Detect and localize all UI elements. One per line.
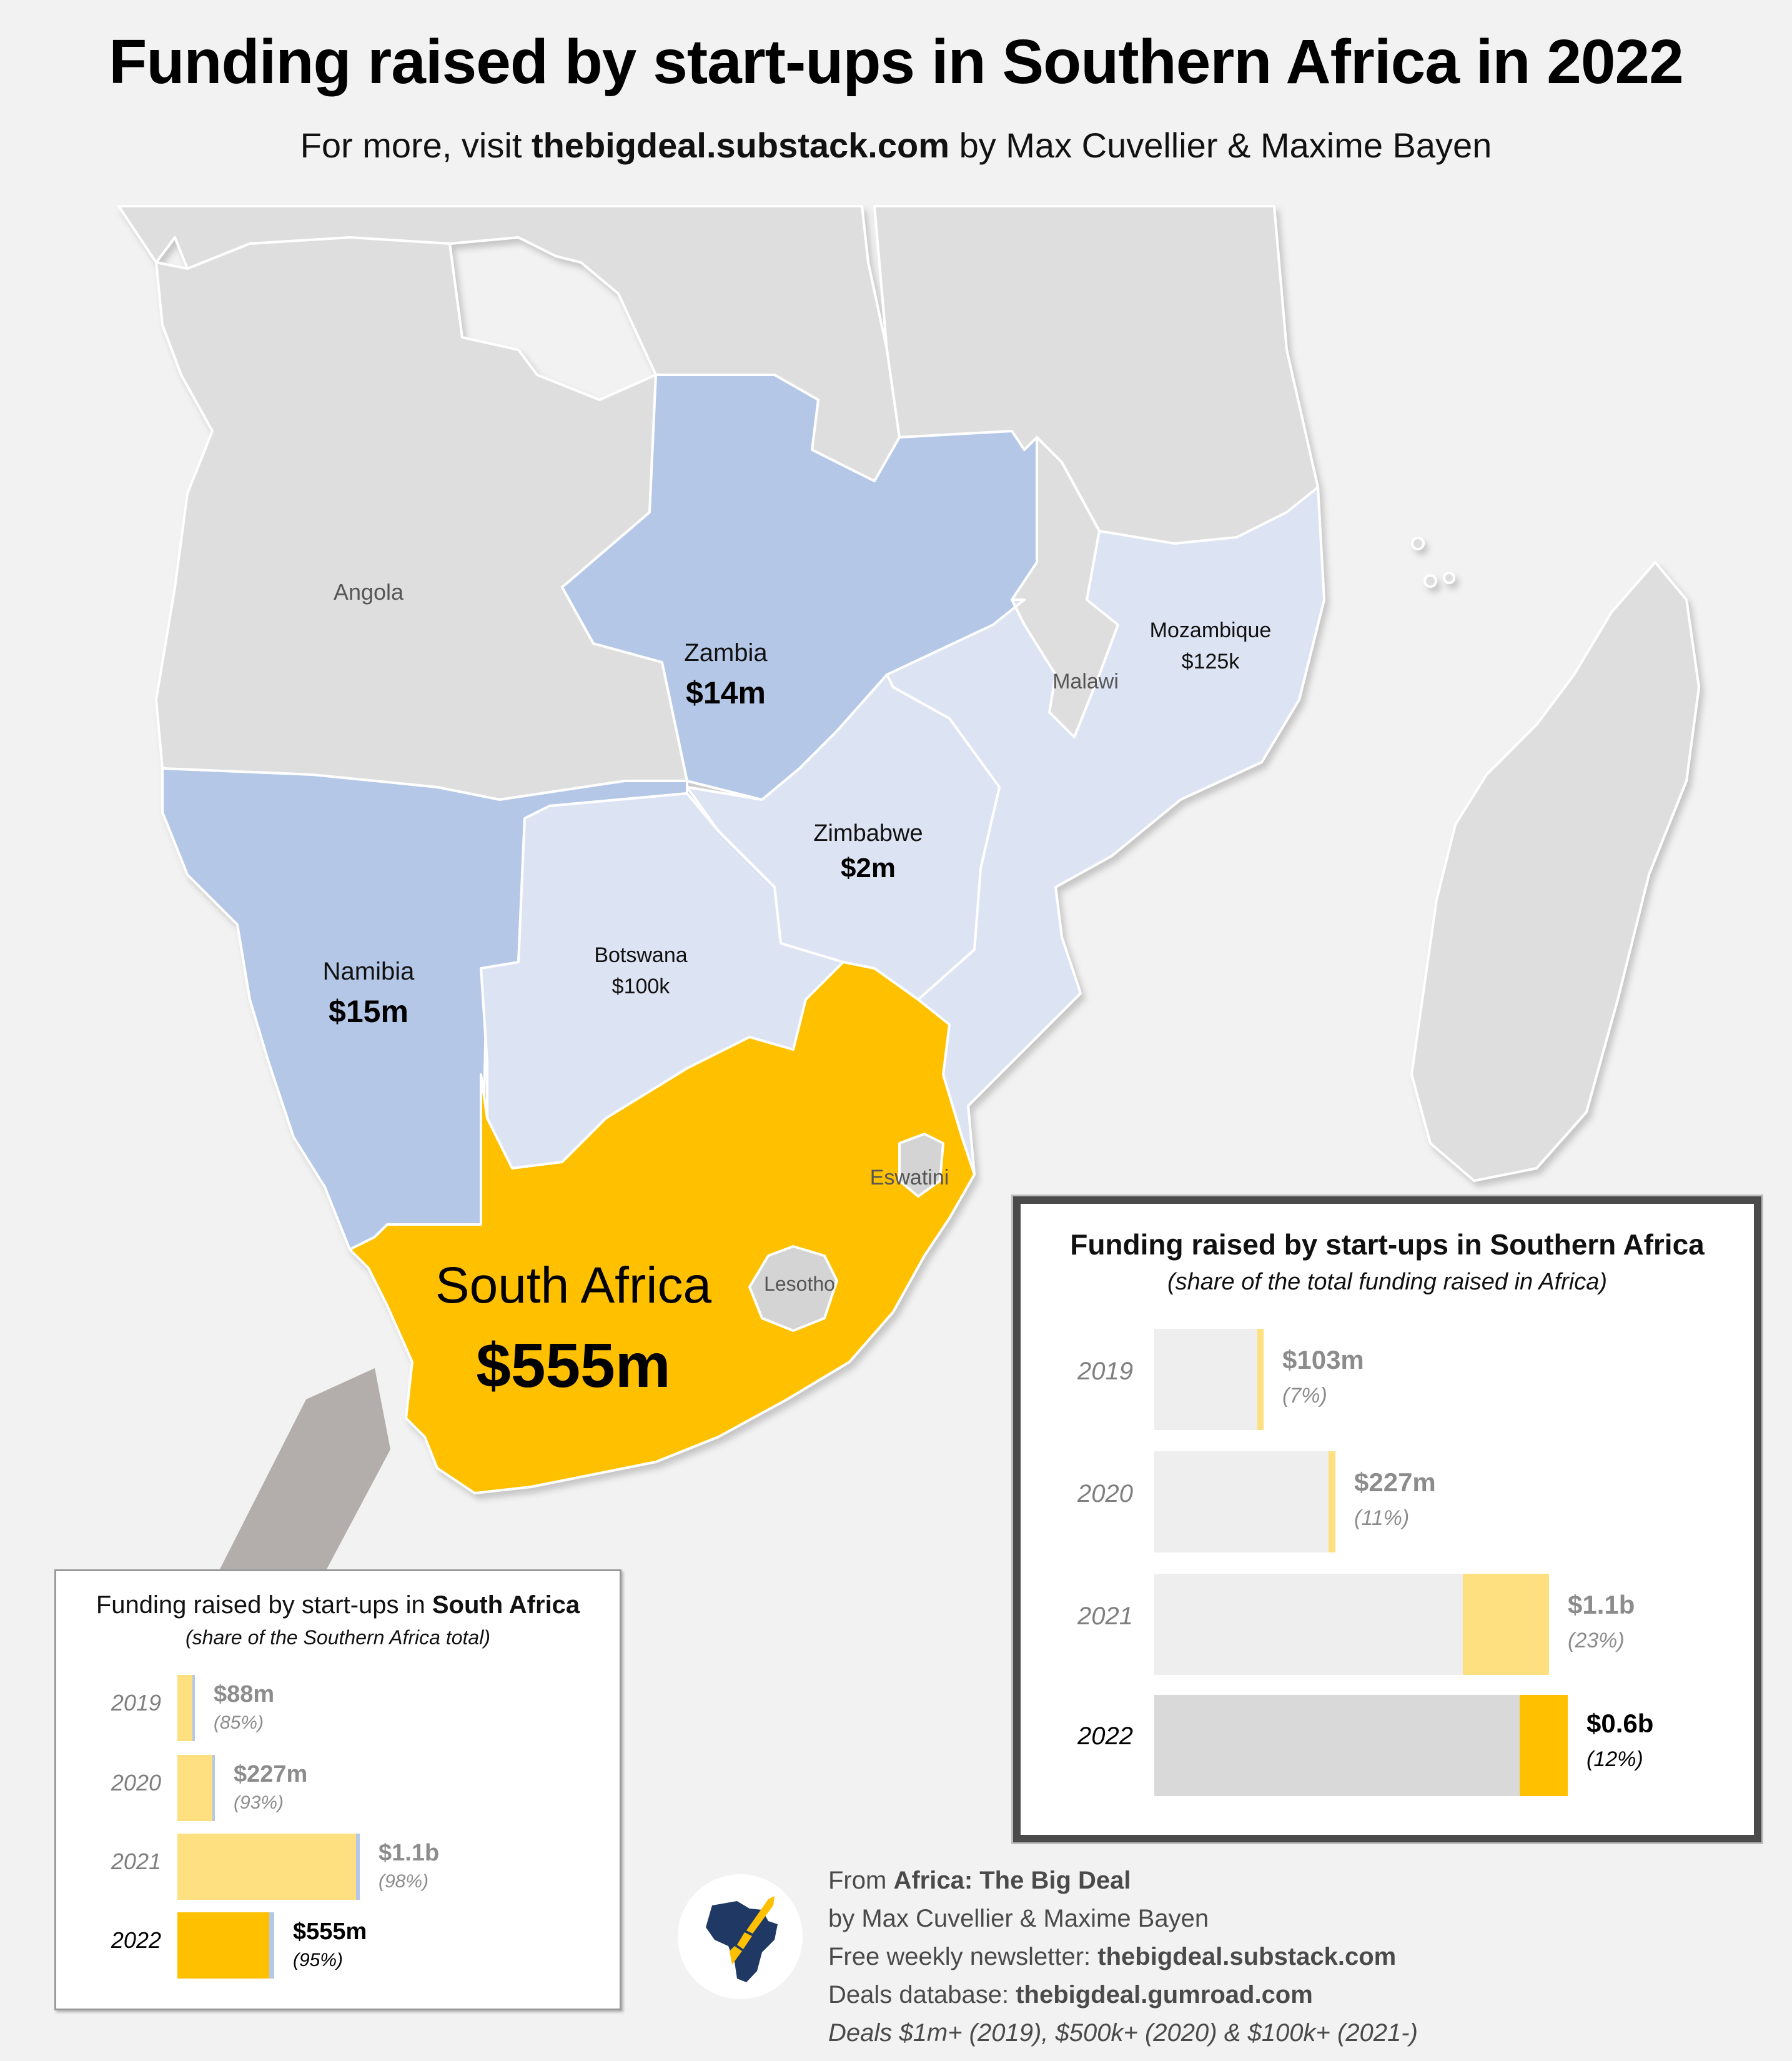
label-eswatini: Eswatini xyxy=(870,1166,949,1189)
logo-rocket-flame xyxy=(730,1946,742,1965)
credits-line-source: From Africa: The Big Deal xyxy=(828,1862,1418,1900)
row-value: $1.1b xyxy=(379,1840,440,1866)
row-value: $555m xyxy=(293,1919,367,1945)
row-share: (23%) xyxy=(1568,1629,1625,1652)
credits-database-link[interactable]: thebigdeal.gumroad.com xyxy=(1016,1981,1313,2009)
credits-threshold-note: Deals $1m+ (2019), $500k+ (2020) & $100k… xyxy=(828,2019,1418,2047)
value-namibia: $15m xyxy=(329,994,408,1029)
value-zimbabwe: $2m xyxy=(841,853,896,883)
southern-africa-map: Angola Zambia $14m Mozambique $125k Mala… xyxy=(117,205,1700,1596)
row-bar-background xyxy=(1154,1329,1264,1430)
row-bar-share xyxy=(177,1675,192,1741)
row-year: 2020 xyxy=(1077,1480,1133,1507)
subtitle-site: thebigdeal.substack.com xyxy=(531,126,950,165)
credits-line-newsletter: Free weekly newsletter: thebigdeal.subst… xyxy=(828,1938,1418,1976)
row-value: $88m xyxy=(214,1681,275,1707)
credits-authors: by Max Cuvellier & Maxime Bayen xyxy=(828,1905,1209,1932)
credits-newsletter-link[interactable]: thebigdeal.substack.com xyxy=(1097,1943,1397,1970)
southern-africa-funding-panel: Funding raised by start-ups in Southern … xyxy=(1013,1196,1761,1842)
row-bar-rest xyxy=(269,1912,274,1979)
value-zambia: $14m xyxy=(686,675,766,710)
country-angola xyxy=(155,236,688,801)
row-bar-share xyxy=(1520,1695,1568,1796)
credits-line-database: Deals database: thebigdeal.gumroad.com xyxy=(828,1976,1418,2014)
country-eswatini xyxy=(898,1133,944,1198)
label-angola: Angola xyxy=(334,579,404,605)
page-title: Funding raised by start-ups in Southern … xyxy=(109,27,1684,97)
value-botswana: $100k xyxy=(612,975,671,998)
row-year: 2021 xyxy=(111,1849,161,1874)
panel-title: Funding raised by start-ups in Southern … xyxy=(1070,1228,1705,1261)
row-bar-rest xyxy=(212,1755,215,1821)
row-bar-share xyxy=(1257,1329,1264,1430)
panel-subtitle: (share of the total funding raised in Af… xyxy=(1167,1269,1608,1295)
row-year: 2022 xyxy=(1077,1722,1133,1750)
subtitle-suffix: by Max Cuvellier & Maxime Bayen xyxy=(949,126,1492,165)
country-madagascar xyxy=(1410,561,1700,1182)
credits-newsletter-label: Free weekly newsletter: xyxy=(828,1943,1098,1970)
row-bar-rest xyxy=(356,1834,360,1900)
row-share: (85%) xyxy=(214,1712,264,1733)
row-bar-share xyxy=(1463,1574,1549,1675)
row-bar-background xyxy=(1154,1695,1568,1796)
credits-from: From xyxy=(828,1867,894,1894)
callout-arrow xyxy=(206,1368,390,1596)
page-subtitle: For more, visit thebigdeal.substack.com … xyxy=(0,125,1792,166)
label-malawi: Malawi xyxy=(1052,670,1119,693)
row-share: (12%) xyxy=(1587,1747,1643,1771)
label-zambia: Zambia xyxy=(684,639,768,667)
label-lesotho: Lesotho xyxy=(764,1273,835,1295)
label-zimbabwe: Zimbabwe xyxy=(813,820,923,847)
island-comoros xyxy=(1423,574,1437,588)
africa-rocket-icon xyxy=(678,1874,803,1999)
label-south-africa: South Africa xyxy=(435,1257,712,1314)
label-namibia: Namibia xyxy=(323,958,415,985)
row-bar-background xyxy=(1154,1451,1335,1552)
row-bar-rest xyxy=(192,1675,195,1741)
row-value: $227m xyxy=(234,1761,308,1787)
row-share: (11%) xyxy=(1354,1506,1410,1530)
subtitle-prefix: For more, visit xyxy=(300,126,532,165)
credits-source-name: Africa: The Big Deal xyxy=(893,1867,1131,1894)
row-share: (7%) xyxy=(1282,1384,1327,1408)
label-mozambique: Mozambique xyxy=(1150,618,1272,642)
row-year: 2019 xyxy=(1077,1358,1133,1385)
row-year: 2020 xyxy=(111,1770,161,1795)
country-lesotho xyxy=(748,1245,838,1332)
row-value: $0.6b xyxy=(1587,1709,1654,1738)
logo-rocket xyxy=(737,1896,775,1949)
credits-database-label: Deals database: xyxy=(828,1981,1016,2009)
panel-title: Funding raised by start-ups in South Afr… xyxy=(56,1591,620,1619)
island-comoros xyxy=(1443,572,1455,584)
panel-subtitle: (share of the Southern Africa total) xyxy=(186,1626,490,1649)
value-mozambique: $125k xyxy=(1182,650,1240,673)
row-bar-share xyxy=(177,1912,269,1979)
row-share: (95%) xyxy=(293,1950,344,1970)
label-botswana: Botswana xyxy=(594,943,687,967)
panel-title-bold: South Africa xyxy=(432,1591,580,1619)
row-year: 2021 xyxy=(1077,1602,1133,1630)
panel-title-prefix: Funding raised by start-ups in xyxy=(96,1591,432,1619)
row-share: (98%) xyxy=(379,1871,429,1892)
row-year: 2022 xyxy=(111,1927,161,1953)
country-south-africa xyxy=(349,961,976,1494)
row-bar-share xyxy=(177,1834,356,1900)
row-value: $103m xyxy=(1282,1345,1364,1374)
row-value: $1.1b xyxy=(1568,1590,1635,1619)
credits-block: From Africa: The Big Deal by Max Cuvelli… xyxy=(828,1862,1418,2052)
row-share: (93%) xyxy=(234,1792,284,1813)
value-south-africa: $555m xyxy=(476,1331,670,1401)
row-bar-share xyxy=(177,1755,212,1821)
island-comoros xyxy=(1411,537,1425,550)
row-value: $227m xyxy=(1354,1468,1436,1497)
row-year: 2019 xyxy=(111,1690,161,1716)
row-bar-share xyxy=(1329,1451,1335,1552)
south-africa-funding-panel: Funding raised by start-ups in South Afr… xyxy=(54,1569,621,2010)
